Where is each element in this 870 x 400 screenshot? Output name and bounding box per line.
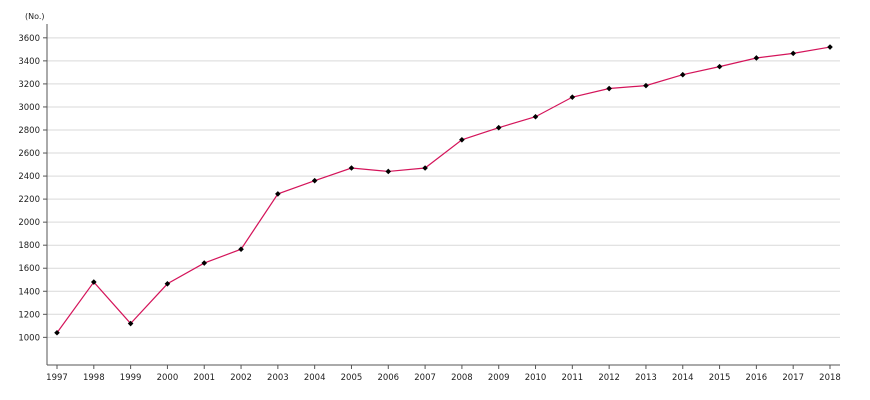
y-tick-label: 3200 <box>18 80 40 90</box>
data-point-1997 <box>54 329 60 336</box>
x-tick-label: 2016 <box>746 373 768 383</box>
y-tick-label: 2800 <box>18 126 40 136</box>
data-point-2016 <box>753 55 760 61</box>
data-point-2017 <box>790 50 796 57</box>
x-tick-label: 1997 <box>46 373 68 383</box>
x-tick-label: 2003 <box>267 373 289 383</box>
data-point-1998 <box>91 279 97 285</box>
x-tick-label: 2000 <box>157 373 179 383</box>
data-point-2018 <box>827 44 833 50</box>
data-point-1999 <box>127 320 134 327</box>
x-tick-label: 2007 <box>414 373 436 383</box>
y-unit-label: (No.) <box>25 12 45 21</box>
y-tick-label: 1200 <box>18 310 40 320</box>
x-tick-label: 2009 <box>488 373 510 383</box>
data-point-2014 <box>679 71 686 78</box>
x-tick-label: 2011 <box>562 373 584 383</box>
x-tick-label: 2002 <box>230 373 252 383</box>
data-point-2015 <box>716 63 723 70</box>
data-point-2001 <box>201 260 208 266</box>
y-tick-label: 3400 <box>18 57 40 67</box>
y-tick-label: 3600 <box>18 34 40 44</box>
y-tick-label: 2400 <box>18 172 40 182</box>
data-point-2007 <box>422 165 428 171</box>
x-tick-label: 1999 <box>120 373 142 383</box>
x-tick-label: 2006 <box>377 373 399 383</box>
data-point-2011 <box>569 94 576 100</box>
data-point-2009 <box>495 124 502 131</box>
y-tick-label: 1000 <box>18 333 40 343</box>
data-point-2010 <box>532 113 539 120</box>
data-point-2006 <box>385 168 392 175</box>
y-tick-label: 2600 <box>18 149 40 159</box>
data-point-2003 <box>275 191 281 197</box>
x-tick-label: 1998 <box>83 373 105 383</box>
x-tick-label: 2017 <box>782 373 804 383</box>
data-point-2000 <box>164 280 171 287</box>
data-point-2004 <box>311 177 318 184</box>
x-tick-label: 2005 <box>341 373 363 383</box>
data-point-2008 <box>459 136 465 143</box>
y-tick-label: 2000 <box>18 218 40 228</box>
x-tick-label: 2001 <box>193 373 215 383</box>
x-tick-label: 2013 <box>635 373 657 383</box>
y-tick-label: 3000 <box>18 103 40 113</box>
x-tick-label: 2008 <box>451 373 473 383</box>
series-line <box>56 46 831 334</box>
y-tick-label: 2200 <box>18 195 40 205</box>
x-tick-label: 2015 <box>709 373 731 383</box>
data-point-2005 <box>348 165 355 171</box>
x-tick-label: 2004 <box>304 373 326 383</box>
data-point-2012 <box>606 85 612 92</box>
gridlines <box>47 37 840 338</box>
y-tick-label: 1600 <box>18 264 40 274</box>
y-tick-label: 1800 <box>18 241 40 251</box>
x-tick-label: 2014 <box>672 373 694 383</box>
series-layer <box>54 44 833 336</box>
x-tick-label: 2018 <box>819 373 841 383</box>
x-tick-label: 2010 <box>525 373 547 383</box>
data-point-2002 <box>238 246 244 253</box>
x-tick-label: 2012 <box>598 373 620 383</box>
y-tick-label: 1400 <box>18 287 40 297</box>
data-point-2013 <box>643 82 649 89</box>
axes: 1000 1200 1400 1600 1800 2000 2200 2400 2600 2800… <box>18 24 841 383</box>
